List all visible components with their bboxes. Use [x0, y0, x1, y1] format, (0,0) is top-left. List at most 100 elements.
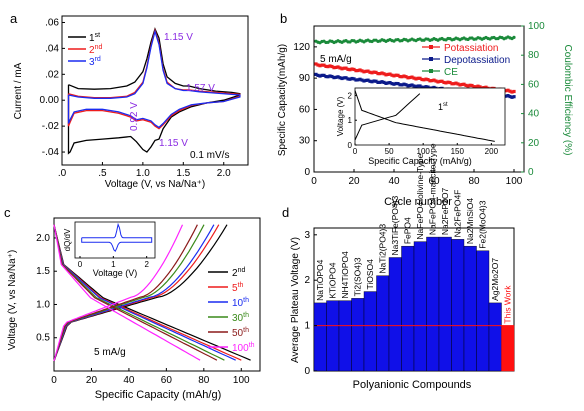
panel-a-xtick-label: .5	[98, 168, 107, 179]
panel-c-inset-xtick-label: 1	[111, 260, 116, 269]
panel-b-potassiation-point	[358, 68, 362, 72]
panel-b-potassiation-point	[378, 72, 382, 76]
panel-c-legend-label-50th: 50th	[232, 327, 249, 339]
panel-b-potassiation-point	[384, 73, 388, 77]
panel-a-series-3rd	[67, 29, 241, 129]
panel-b-depotassiation-point	[352, 77, 356, 81]
panel-b-depotassiation-point	[378, 80, 382, 84]
panel-c-charge-100th	[53, 224, 184, 362]
panel-b-potassiation-point	[478, 85, 482, 89]
panel-a-xtick-label: 1.0	[136, 168, 150, 179]
panel-c-xlabel: Specific Capacity (mAh/g)	[95, 389, 222, 401]
panel-b-depotassiation-point	[348, 77, 352, 81]
panel-d-category-label-14: Ag2Mo2O7	[490, 258, 500, 301]
panel-a-ytick-label: -.02	[42, 121, 60, 132]
panel-b-potassiation-point	[368, 70, 372, 74]
panel-a-ytick-label: .02	[45, 69, 59, 80]
panel-d-bar-12	[463, 245, 477, 372]
panel-b-depotassiation-point	[420, 85, 424, 89]
panel-b-inset-ylabel: Voltage (V)	[336, 96, 345, 136]
panel-b-depotassiation-point	[358, 77, 362, 81]
panel-b-xtick-label: 40	[388, 176, 400, 187]
panel-d-ytick-label: 3	[304, 230, 310, 241]
panel-b-potassiation-point	[346, 67, 350, 71]
panel-b-depotassiation-point	[384, 81, 388, 85]
panel-b-potassiation-point	[504, 89, 508, 93]
panel-b-frame	[313, 25, 525, 173]
panel-b-depotassiation-point	[320, 73, 324, 77]
panel-b-depotassiation-point	[410, 83, 414, 87]
panel-d-bar-0	[313, 302, 327, 372]
panel-label-d: d	[282, 205, 289, 220]
panel-b-depotassiation-point	[338, 76, 342, 80]
panel-b-depotassiation-point	[368, 79, 372, 83]
panel-b-depotassiation-point	[408, 83, 412, 88]
panel-b-potassiation-point	[472, 85, 476, 89]
panel-b-y2label: Coulombic Efficiency (%)	[562, 45, 573, 156]
panel-b-potassiation-point	[362, 70, 366, 74]
panel-b-potassiation-point	[458, 83, 462, 87]
panel-b-potassiation-point	[404, 75, 408, 79]
panel-b-potassiation-point	[506, 88, 510, 92]
panel-b-potassiation-point	[326, 65, 330, 69]
panel-b-potassiation-point	[316, 63, 320, 67]
panel-b-inset-ytick-label: 1	[348, 116, 353, 125]
panel-b-legend-marker	[429, 45, 433, 49]
panel-b-potassiation-point	[436, 80, 440, 84]
panel-c-discharge-50th	[53, 224, 218, 361]
panel-b-y2tick-label: 20	[528, 138, 540, 149]
panel-b-potassiation-point	[450, 82, 454, 86]
panel-c-rate: 5 mA/g	[94, 347, 126, 358]
panel-b-depotassiation-point	[316, 73, 320, 77]
panel-b-depotassiation-point	[506, 94, 510, 98]
panel-b-y2tick-label: 60	[528, 79, 540, 90]
panel-b-depotassiation-point	[350, 76, 354, 81]
panel-b-potassiation-point	[510, 90, 514, 94]
panel-d-category-label-2: NH4TiOPO4	[340, 251, 350, 299]
panel-b-depotassiation-point	[362, 79, 366, 83]
panel-b-depotassiation-point	[396, 82, 400, 86]
panel-b-depotassiation-point	[324, 74, 328, 79]
panel-b-depotassiation-point	[386, 81, 390, 85]
panel-b-potassiation-point	[438, 79, 442, 83]
panel-b-depotassiation-point	[412, 84, 416, 88]
panel-b-potassiation-point	[430, 79, 434, 83]
panel-b-depotassiation-point	[372, 79, 376, 83]
panel-b-depotassiation-point	[394, 81, 398, 86]
panel-c-ytick-label: 1.0	[36, 299, 50, 310]
panel-b-inset-ytick-label: 0	[348, 141, 353, 150]
panel-a-annotation-rate: 0.1 mV/s	[190, 150, 229, 161]
panel-b-inset-xtick-label: 0	[353, 147, 358, 156]
panel-c-ytick-label: 0.5	[36, 333, 50, 344]
panel-b-potassiation-point	[398, 74, 402, 79]
panel-b-potassiation-point	[420, 77, 424, 82]
panel-b-potassiation-point	[394, 73, 398, 77]
panel-c-inset-xtick-label: 0	[78, 260, 83, 269]
panel-b-depotassiation-point	[388, 80, 392, 85]
panel-b-potassiation-point	[448, 80, 452, 85]
panel-d-bar-2	[338, 300, 352, 372]
panel-d-bar-5	[376, 275, 390, 372]
panel-b-xlabel: Cycle number	[384, 196, 452, 208]
panel-b-depotassiation-point	[374, 79, 378, 83]
panel-b-potassiation-point	[406, 76, 410, 80]
panel-b-xtick-label: 60	[428, 176, 440, 187]
panel-b-depotassiation-point	[390, 82, 394, 86]
panel-b-ce-point	[512, 35, 516, 39]
panel-c-legend-label-2nd: 2nd	[232, 267, 245, 279]
panel-b-potassiation-point	[416, 76, 420, 80]
panel-d-bar-1	[326, 300, 340, 372]
panel-b-depotassiation-point	[414, 85, 418, 89]
panel-c-legend-label-30th: 30th	[232, 312, 249, 324]
panel-b-potassiation-point	[328, 64, 332, 68]
panel-b-depotassiation-point	[330, 74, 334, 79]
panel-b-depotassiation-point	[432, 85, 436, 90]
panel-b-depotassiation-point	[354, 78, 358, 82]
panel-b-potassiation-point	[466, 84, 470, 88]
panel-b-potassiation-point	[408, 75, 412, 80]
panel-c-xtick-label: 60	[161, 375, 173, 386]
panel-b-potassiation-point	[402, 74, 406, 78]
panel-b-potassiation-point	[470, 83, 474, 88]
panel-b-depotassiation-point	[508, 94, 512, 99]
panel-b-xtick-label: 0	[311, 176, 317, 187]
